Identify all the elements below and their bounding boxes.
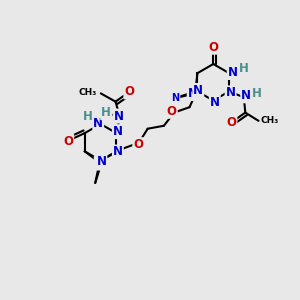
- Text: O: O: [167, 105, 177, 118]
- Text: H: H: [101, 106, 111, 119]
- Text: H: H: [83, 110, 93, 123]
- Text: CH₃: CH₃: [79, 88, 97, 97]
- Text: O: O: [124, 85, 134, 98]
- Text: N: N: [113, 146, 123, 158]
- Text: O: O: [226, 116, 236, 129]
- Text: O: O: [208, 41, 218, 54]
- Text: H: H: [238, 62, 248, 75]
- Text: N: N: [188, 87, 198, 100]
- Text: CH₃: CH₃: [261, 116, 279, 125]
- Text: N: N: [226, 86, 236, 99]
- Text: N: N: [210, 95, 220, 109]
- Text: N: N: [241, 89, 251, 102]
- Text: N: N: [95, 157, 105, 169]
- Text: N: N: [171, 93, 179, 103]
- Text: N: N: [228, 66, 238, 79]
- Text: N: N: [93, 117, 103, 130]
- Text: N: N: [113, 125, 123, 138]
- Text: N: N: [113, 110, 123, 123]
- Text: O: O: [133, 138, 143, 151]
- Text: O: O: [63, 135, 73, 148]
- Text: N: N: [193, 84, 203, 97]
- Text: H: H: [252, 87, 262, 100]
- Text: N: N: [96, 155, 106, 168]
